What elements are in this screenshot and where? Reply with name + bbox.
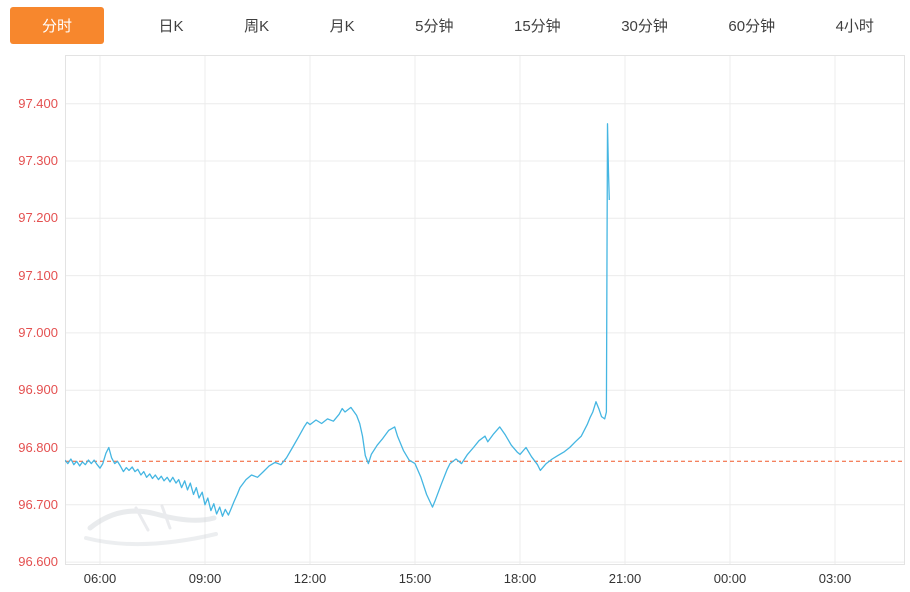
y-tick-label: 97.000 [18, 324, 58, 340]
x-tick-label: 21:00 [608, 571, 642, 586]
y-tick-label: 96.700 [18, 496, 58, 512]
tab-weekly-k[interactable]: 周K [244, 17, 270, 35]
y-tick-label: 96.600 [18, 554, 58, 570]
y-tick-label: 97.100 [18, 267, 58, 283]
y-tick-label: 96.800 [18, 439, 58, 455]
y-tick-label: 97.200 [18, 210, 58, 226]
tab-15min[interactable]: 15分钟 [513, 17, 561, 35]
tab-daily-k[interactable]: 日K [158, 17, 184, 35]
tab-60min[interactable]: 60分钟 [728, 17, 776, 35]
tab-time-share[interactable]: 分时 [10, 6, 105, 44]
tab-monthly-k[interactable]: 月K [329, 17, 355, 35]
x-tick-label: 18:00 [503, 571, 537, 586]
x-tick-label: 12:00 [293, 571, 327, 586]
x-tick-label: 06:00 [83, 571, 117, 586]
tab-30min[interactable]: 30分钟 [621, 17, 668, 35]
y-tick-label: 96.900 [18, 382, 58, 398]
x-tick-label: 09:00 [188, 571, 222, 586]
tab-5min[interactable]: 5分钟 [415, 17, 454, 35]
plot-area[interactable] [65, 55, 905, 565]
interval-tabbar: 分时 日K 周K 月K 5分钟 15分钟 30分钟 60分钟 4小时 [0, 0, 910, 50]
x-tick-label: 03:00 [818, 571, 852, 586]
y-tick-label: 97.300 [18, 153, 58, 168]
x-tick-label: 15:00 [398, 571, 432, 586]
y-tick-label: 97.400 [18, 95, 58, 111]
tab-4hour[interactable]: 4小时 [835, 17, 874, 35]
x-tick-label: 00:00 [713, 571, 747, 586]
price-chart: 97.400 97.300 97.200 97.100 97.000 96.900 96.8… [0, 50, 910, 592]
